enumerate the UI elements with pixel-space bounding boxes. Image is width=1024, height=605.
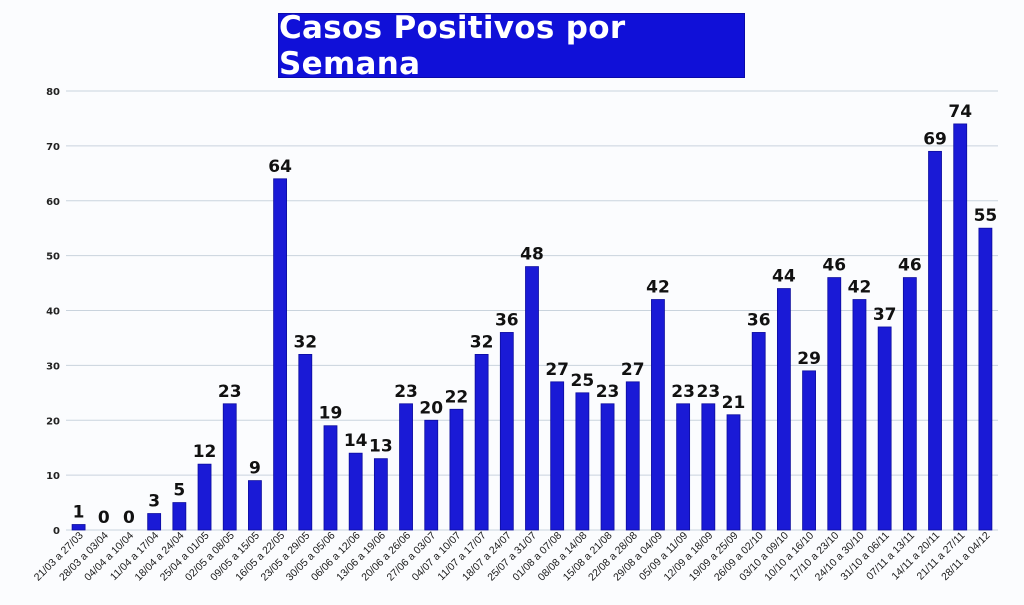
bar [776, 288, 791, 531]
data-label: 23 [394, 382, 418, 402]
data-label: 64 [268, 157, 292, 177]
bar [424, 419, 439, 531]
bar [373, 458, 388, 531]
bar [928, 150, 942, 531]
data-label: 55 [974, 206, 998, 226]
data-label: 36 [747, 310, 771, 330]
bar [953, 123, 968, 531]
bar [625, 381, 640, 531]
data-label: 32 [293, 332, 317, 352]
data-label: 23 [596, 382, 620, 402]
data-label: 14 [344, 431, 368, 451]
data-label: 42 [848, 278, 872, 298]
bar [852, 299, 867, 531]
bar [197, 463, 212, 531]
data-label: 27 [621, 360, 645, 380]
data-label: 23 [671, 382, 695, 402]
data-label: 44 [772, 267, 796, 287]
data-label: 37 [873, 305, 897, 325]
data-label: 46 [822, 256, 846, 276]
bar [449, 408, 464, 531]
data-label: 29 [797, 349, 821, 369]
data-label: 74 [948, 102, 972, 122]
bar [499, 332, 514, 531]
data-label: 23 [696, 382, 720, 402]
y-tick-label: 10 [46, 471, 60, 482]
bar [222, 403, 237, 531]
bar [172, 502, 187, 531]
bar [802, 370, 816, 531]
chart-title-box: Casos Positivos por Semana [279, 10, 744, 82]
bar [902, 277, 917, 531]
y-tick-label: 40 [46, 307, 60, 318]
bar [348, 452, 363, 531]
y-tick-label: 70 [46, 142, 60, 153]
bar [273, 178, 288, 531]
data-label: 5 [173, 481, 185, 501]
data-label: 48 [520, 245, 544, 265]
chart-title: Casos Positivos por Semana [279, 9, 626, 82]
y-tick-label: 20 [46, 416, 60, 427]
data-label: 12 [193, 442, 217, 462]
bar [71, 524, 86, 531]
bar [323, 425, 338, 531]
data-label: 69 [923, 129, 947, 149]
y-tick-label: 80 [46, 87, 60, 98]
data-label: 19 [319, 404, 343, 424]
bar [751, 332, 766, 531]
bar [600, 403, 615, 531]
data-label: 21 [722, 393, 746, 413]
bar [877, 326, 892, 531]
bars [71, 123, 993, 531]
data-label: 13 [369, 437, 393, 457]
data-label: 42 [646, 278, 670, 298]
data-label: 32 [470, 332, 494, 352]
y-tick-label: 60 [46, 197, 60, 208]
bar [701, 403, 716, 531]
bar [248, 480, 262, 531]
bar [399, 403, 413, 531]
data-label: 25 [571, 371, 595, 391]
y-axis: 0 10 20 30 40 50 60 70 80 [46, 87, 60, 537]
bar [474, 353, 489, 531]
bar [550, 381, 565, 531]
data-label: 20 [419, 398, 443, 418]
bar [726, 414, 741, 531]
bar [147, 513, 162, 531]
data-label: 36 [495, 310, 519, 330]
bar [827, 277, 842, 531]
bar [575, 392, 590, 531]
bar [978, 227, 993, 531]
data-label: 0 [123, 508, 135, 528]
bar [525, 266, 539, 531]
data-label: 46 [898, 256, 922, 276]
y-tick-label: 30 [46, 361, 60, 372]
bar [298, 353, 313, 531]
data-label: 0 [98, 508, 110, 528]
data-label: 23 [218, 382, 242, 402]
y-tick-label: 0 [53, 526, 60, 537]
bar [676, 403, 691, 531]
data-label: 9 [249, 459, 261, 479]
data-label: 3 [148, 492, 160, 512]
y-tick-label: 50 [46, 252, 60, 263]
data-label: 27 [545, 360, 569, 380]
bar [651, 299, 665, 531]
data-label: 22 [445, 387, 469, 407]
data-label: 1 [73, 503, 85, 523]
